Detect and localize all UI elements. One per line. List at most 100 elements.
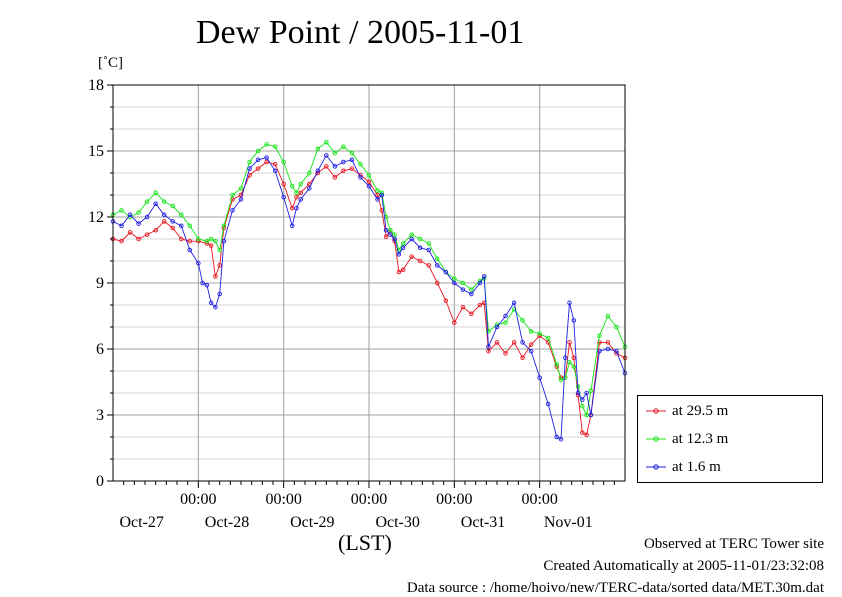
data-point	[375, 192, 380, 198]
data-point	[426, 247, 431, 253]
data-point	[307, 170, 312, 176]
data-point	[614, 348, 619, 354]
data-point	[563, 375, 568, 380]
data-point	[264, 142, 269, 147]
data-point	[435, 263, 440, 268]
data-point	[392, 236, 397, 242]
data-point	[221, 223, 227, 229]
data-point	[388, 232, 393, 237]
data-point	[426, 263, 431, 268]
data-point	[614, 324, 619, 330]
y-axis-unit: [˚C]	[98, 55, 123, 71]
data-point	[179, 223, 184, 229]
data-point	[264, 155, 269, 160]
data-point	[366, 172, 372, 178]
data-point	[580, 430, 585, 435]
x-date-label: Nov-01	[544, 514, 593, 531]
data-point	[379, 192, 385, 198]
data-point	[503, 351, 508, 356]
data-point	[272, 161, 278, 167]
y-tick-label: 18	[88, 77, 104, 94]
data-point	[332, 175, 338, 180]
data-point	[315, 168, 321, 174]
legend-label-1-6m: at 1.6 m	[672, 458, 721, 475]
data-point	[494, 340, 500, 345]
legend-label-29-5m: at 29.5 m	[672, 402, 729, 419]
data-point	[208, 243, 214, 248]
site-note: Observed at TERC Tower site	[643, 536, 824, 552]
data-point	[127, 212, 133, 218]
data-point	[477, 280, 483, 286]
legend: at 29.5 m at 12.3 m at 1.6 m	[637, 395, 823, 483]
data-point	[217, 247, 222, 253]
data-point	[161, 212, 167, 218]
data-point	[486, 344, 491, 350]
data-point	[528, 329, 534, 334]
data-point	[341, 159, 346, 165]
data-point	[153, 190, 158, 196]
data-point	[426, 241, 431, 246]
data-point	[196, 260, 201, 266]
data-point	[217, 291, 222, 297]
data-point	[503, 320, 508, 325]
data-point	[153, 227, 158, 233]
data-point	[388, 227, 393, 233]
x-date-label: Oct-27	[119, 514, 163, 531]
data-point	[558, 436, 564, 442]
data-point	[563, 355, 568, 361]
data-point	[597, 333, 602, 339]
x-date-label: Oct-29	[290, 514, 334, 531]
data-point	[179, 236, 184, 242]
data-point	[511, 300, 517, 306]
data-point	[460, 287, 466, 292]
data-point	[396, 247, 402, 253]
data-point	[554, 362, 559, 367]
data-point	[417, 245, 423, 251]
data-point	[605, 346, 611, 352]
data-point	[584, 412, 589, 418]
data-point	[170, 219, 175, 224]
y-tick-label: 0	[96, 473, 104, 490]
data-point	[567, 359, 572, 365]
x-date-label: Oct-31	[461, 514, 505, 531]
data-point	[217, 263, 222, 268]
series-line-2	[112, 154, 626, 440]
data-point	[580, 397, 585, 402]
data-point	[558, 377, 564, 383]
data-point	[255, 148, 261, 154]
data-point	[119, 208, 124, 213]
data-point	[584, 390, 589, 396]
data-point	[144, 214, 150, 220]
y-tick-label: 15	[88, 143, 104, 160]
data-point	[187, 247, 193, 253]
data-point	[119, 238, 124, 244]
legend-item-29-5m: at 29.5 m	[646, 401, 728, 421]
data-point	[281, 194, 286, 200]
data-point	[324, 139, 329, 145]
data-point	[528, 348, 534, 354]
data-point	[469, 311, 474, 317]
data-point	[409, 232, 414, 237]
data-point	[349, 150, 355, 156]
data-point	[187, 238, 193, 244]
x-time-label: 00:00	[436, 491, 472, 508]
data-point	[208, 300, 214, 306]
data-point	[341, 168, 346, 174]
data-point	[230, 192, 235, 198]
data-point	[221, 238, 227, 244]
data-point	[511, 340, 517, 345]
data-point	[255, 166, 261, 171]
data-point	[375, 188, 380, 193]
data-point	[136, 236, 141, 242]
data-point	[332, 150, 338, 156]
data-point	[332, 164, 338, 169]
data-point	[294, 190, 299, 196]
data-point	[452, 320, 457, 325]
data-point	[443, 298, 449, 303]
y-tick-label: 6	[96, 341, 104, 358]
legend-green-marker	[646, 436, 666, 442]
data-point	[396, 252, 402, 257]
y-tick-label: 9	[96, 275, 104, 292]
data-point	[127, 230, 133, 235]
